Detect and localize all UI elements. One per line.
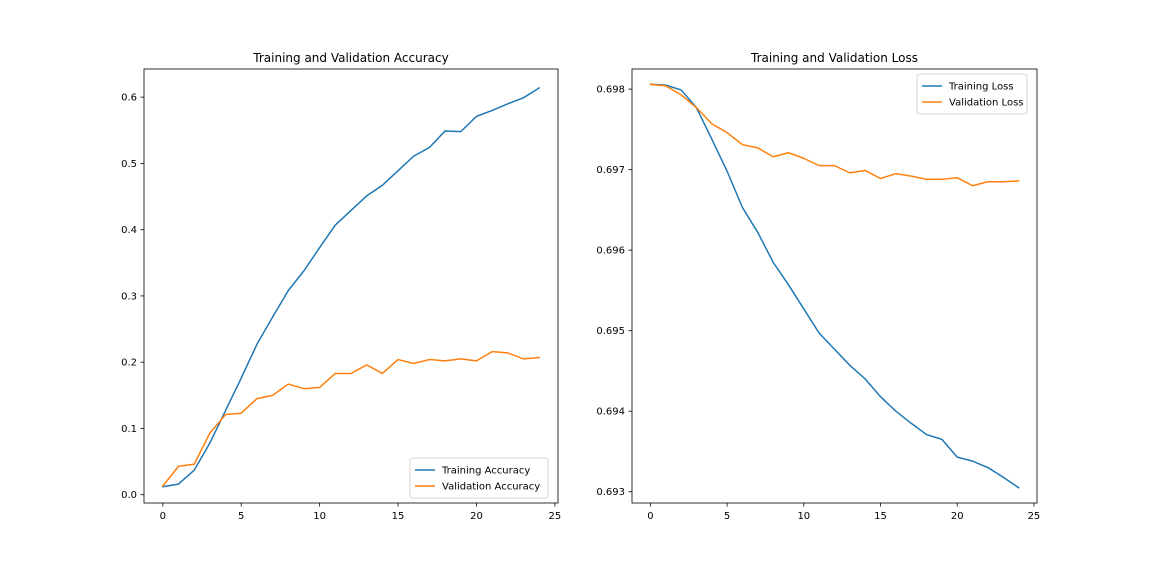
chart-0-x-tick-label-20: 20 bbox=[470, 511, 483, 522]
chart-0-x-tick-label-5: 5 bbox=[238, 511, 244, 522]
chart-1-y-tick-label-5: 0.698 bbox=[596, 85, 625, 96]
chart-0-y-tick-label-4: 0.4 bbox=[121, 225, 137, 236]
chart-1-y-tick-label-2: 0.695 bbox=[596, 326, 625, 337]
chart-0-y-tick-label-6: 0.6 bbox=[121, 93, 137, 104]
chart-0-y-tick-label-1: 0.1 bbox=[121, 424, 137, 435]
chart-0-x-tick-label-15: 15 bbox=[392, 511, 405, 522]
chart-0-x-tick-label-0: 0 bbox=[160, 511, 166, 522]
chart-0-axes-frame bbox=[143, 68, 559, 504]
chart-0-line-training-accuracy bbox=[161, 86, 541, 488]
chart-1-x-tick-label-10: 10 bbox=[797, 511, 810, 522]
chart-1-title: Training and Validation Loss bbox=[750, 51, 918, 65]
chart-0-x-tick-label-10: 10 bbox=[313, 511, 326, 522]
chart-1-y-tick-label-3: 0.696 bbox=[596, 246, 625, 257]
chart-0-y-tick-label-3: 0.3 bbox=[121, 291, 137, 302]
chart-1-y-tick-label-1: 0.694 bbox=[596, 407, 625, 418]
chart-0-y-tick-label-0: 0.0 bbox=[121, 490, 137, 501]
chart-1-x-tick-label-20: 20 bbox=[951, 511, 964, 522]
chart-1-line-validation-loss bbox=[649, 83, 1020, 187]
chart-1-y-tick-label-4: 0.697 bbox=[596, 165, 625, 176]
chart-0-x-tick-label-25: 25 bbox=[548, 511, 561, 522]
chart-0-title: Training and Validation Accuracy bbox=[252, 51, 448, 65]
chart-0-legend: Training Accuracy Validation Accuracy bbox=[409, 457, 549, 499]
chart-1-legend-box bbox=[916, 73, 1028, 115]
chart-0-legend-label-validation-accuracy: Validation Accuracy bbox=[442, 482, 540, 493]
chart-0-y-tick-label-5: 0.5 bbox=[121, 159, 137, 170]
loss-chart: Training and Validation Loss 0 5 10 15 20 25 0.… bbox=[596, 51, 1040, 522]
chart-1-axes-frame bbox=[631, 68, 1038, 504]
chart-0-legend-box bbox=[409, 457, 549, 499]
chart-1-line-training-loss bbox=[649, 83, 1020, 489]
chart-1-x-tick-label-0: 0 bbox=[647, 511, 653, 522]
chart-1-legend-label-validation-loss: Validation Loss bbox=[949, 98, 1024, 109]
chart-1-legend: Training Loss Validation Loss bbox=[916, 73, 1028, 115]
chart-0-line-validation-accuracy bbox=[161, 350, 540, 488]
chart-0-legend-label-training-accuracy: Training Accuracy bbox=[441, 466, 530, 477]
chart-1-y-tick-label-0: 0.693 bbox=[596, 487, 625, 498]
chart-1-x-tick-label-5: 5 bbox=[724, 511, 730, 522]
chart-1-x-tick-label-25: 25 bbox=[1028, 511, 1041, 522]
accuracy-chart: Training and Validation Accuracy 0 5 10 15 20… bbox=[121, 51, 561, 522]
chart-1-legend-label-training-loss: Training Loss bbox=[948, 82, 1014, 93]
chart-0-y-tick-label-2: 0.2 bbox=[121, 358, 137, 369]
chart-1-x-tick-label-15: 15 bbox=[874, 511, 887, 522]
